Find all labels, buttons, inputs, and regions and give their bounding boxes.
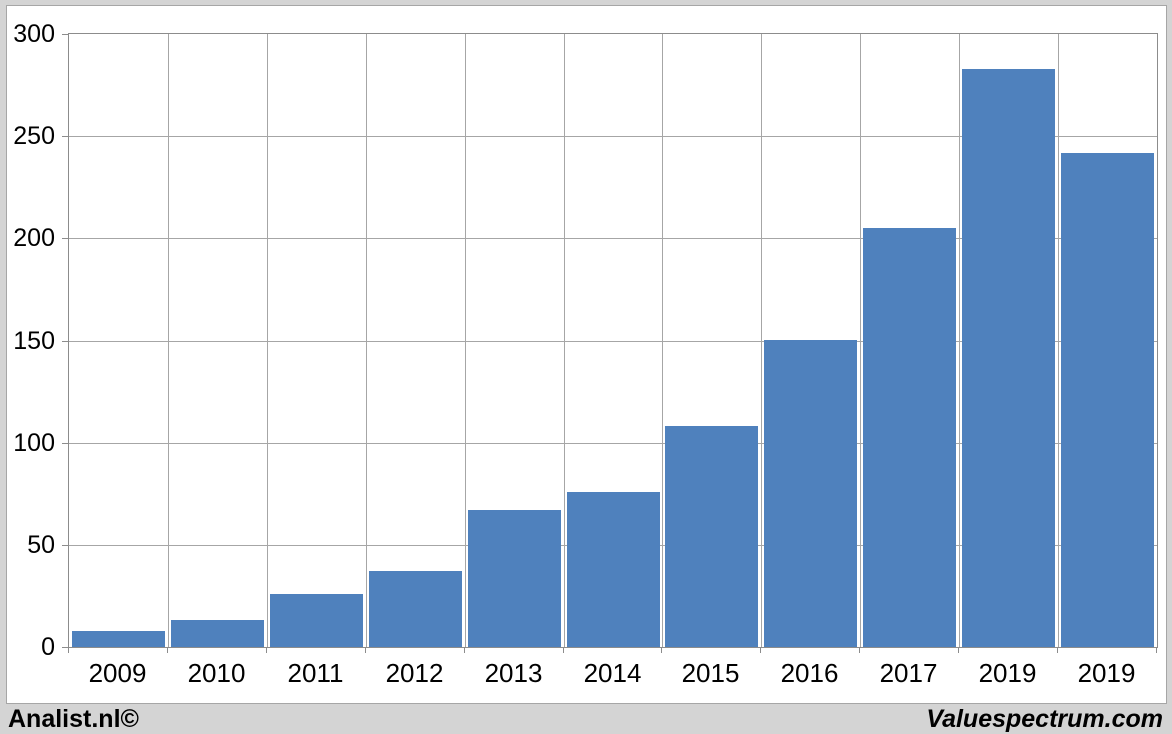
x-axis-tick-label: 2012 bbox=[385, 658, 444, 688]
gridline-vertical bbox=[959, 34, 960, 647]
x-axis-tick-mark bbox=[266, 647, 267, 653]
bar-2019-9 bbox=[962, 69, 1055, 647]
x-axis-tick-label: 2014 bbox=[583, 658, 642, 688]
x-axis-tick-mark bbox=[464, 647, 465, 653]
gridline-vertical bbox=[267, 34, 268, 647]
y-axis-tick-label: 100 bbox=[13, 429, 55, 457]
bar-2009-0 bbox=[72, 631, 165, 647]
y-axis-tick-mark bbox=[62, 647, 68, 648]
chart-canvas: 0 50 100 150 200 250 300 2009 2010 2011 2012 2013 2… bbox=[6, 5, 1167, 704]
bar-2013-4 bbox=[468, 510, 561, 647]
bar-2014-5 bbox=[567, 492, 660, 647]
y-axis-tick-mark bbox=[62, 545, 68, 546]
y-axis-tick-mark bbox=[62, 443, 68, 444]
x-axis-tick-label: 2009 bbox=[88, 658, 147, 688]
footer: Analist.nl© Valuespectrum.com bbox=[0, 704, 1172, 734]
x-axis-tick-mark bbox=[661, 647, 662, 653]
bar-2011-2 bbox=[270, 594, 363, 647]
bar-2016-7 bbox=[764, 340, 857, 647]
gridline-horizontal bbox=[69, 238, 1157, 239]
x-axis-tick-mark bbox=[1057, 647, 1058, 653]
x-axis-tick-label: 2017 bbox=[879, 658, 938, 688]
footer-right-brand: Valuespectrum.com bbox=[926, 705, 1163, 733]
y-axis-tick-mark bbox=[62, 34, 68, 35]
x-axis-tick-label: 2015 bbox=[681, 658, 740, 688]
y-axis-tick-mark bbox=[62, 341, 68, 342]
gridline-vertical bbox=[168, 34, 169, 647]
y-axis-tick-label: 250 bbox=[13, 122, 55, 150]
x-axis-tick-mark bbox=[563, 647, 564, 653]
gridline-vertical bbox=[860, 34, 861, 647]
x-axis-tick-mark bbox=[859, 647, 860, 653]
x-axis-tick-mark bbox=[68, 647, 69, 653]
y-axis-tick-label: 300 bbox=[13, 20, 55, 48]
y-axis-tick-label: 150 bbox=[13, 327, 55, 355]
y-axis-tick-label: 200 bbox=[13, 224, 55, 252]
x-axis-tick-mark bbox=[167, 647, 168, 653]
bar-2015-6 bbox=[665, 426, 758, 647]
x-axis-tick-mark bbox=[760, 647, 761, 653]
gridline-vertical bbox=[1058, 34, 1059, 647]
x-axis-tick-label: 2016 bbox=[780, 658, 839, 688]
bar-2012-3 bbox=[369, 571, 462, 647]
gridline-horizontal bbox=[69, 341, 1157, 342]
gridline-vertical bbox=[366, 34, 367, 647]
y-axis-tick-label: 0 bbox=[41, 633, 55, 661]
footer-left-brand: Analist.nl© bbox=[8, 705, 139, 733]
x-axis-tick-label: 2013 bbox=[484, 658, 543, 688]
y-axis-tick-mark bbox=[62, 136, 68, 137]
gridline-horizontal bbox=[69, 136, 1157, 137]
gridline-vertical bbox=[761, 34, 762, 647]
x-axis-tick-label: 2010 bbox=[187, 658, 246, 688]
bar-2010-1 bbox=[171, 620, 264, 647]
gridline-vertical bbox=[564, 34, 565, 647]
x-axis-tick-label: 2019 bbox=[1077, 658, 1136, 688]
y-axis-tick-mark bbox=[62, 238, 68, 239]
bar-2019-10 bbox=[1061, 153, 1154, 647]
gridline-vertical bbox=[465, 34, 466, 647]
gridline-horizontal bbox=[69, 443, 1157, 444]
gridline-vertical bbox=[662, 34, 663, 647]
x-axis-tick-mark bbox=[365, 647, 366, 653]
x-axis-tick-mark bbox=[958, 647, 959, 653]
y-axis-tick-label: 50 bbox=[27, 531, 55, 559]
x-axis-tick-label: 2011 bbox=[287, 658, 344, 688]
x-axis-tick-label: 2019 bbox=[978, 658, 1037, 688]
plot-area bbox=[68, 33, 1158, 648]
bar-2017-8 bbox=[863, 228, 956, 647]
x-axis-tick-mark bbox=[1156, 647, 1157, 653]
